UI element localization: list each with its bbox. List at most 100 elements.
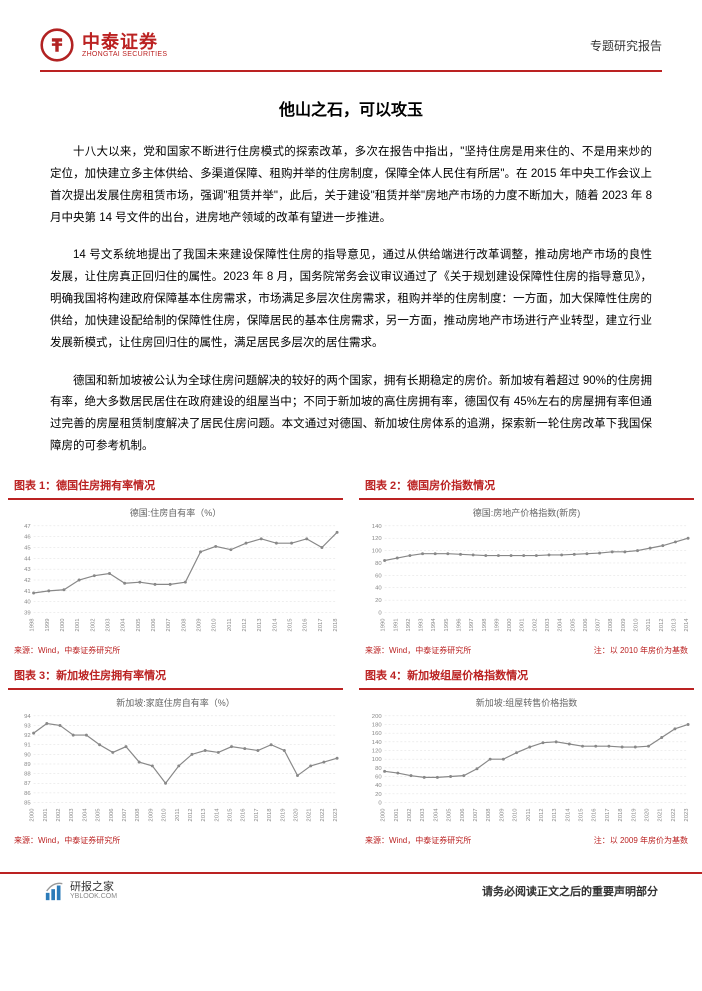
chart-3-svg: 8586878889909192939420002001200220032004…	[8, 711, 343, 831]
svg-text:44: 44	[24, 556, 31, 562]
brand-name-en: ZHONGTAI SECURITIES	[82, 51, 167, 58]
svg-text:2007: 2007	[596, 618, 602, 631]
svg-text:2015: 2015	[579, 808, 585, 822]
svg-text:2001: 2001	[75, 618, 81, 631]
svg-text:1995: 1995	[444, 618, 450, 632]
svg-text:2002: 2002	[532, 618, 538, 631]
chart-4-note: 注：以 2009 年房价为基数	[594, 835, 688, 846]
svg-text:88: 88	[24, 772, 31, 778]
svg-text:2012: 2012	[188, 808, 194, 821]
svg-text:2006: 2006	[460, 808, 466, 822]
svg-text:1998: 1998	[482, 618, 488, 632]
chart-4-source: 来源：Wind，中泰证券研究所	[365, 835, 471, 846]
svg-text:2003: 2003	[105, 618, 111, 632]
svg-text:2001: 2001	[43, 808, 49, 821]
svg-text:2002: 2002	[407, 808, 413, 821]
svg-text:2000: 2000	[507, 618, 513, 632]
svg-text:2010: 2010	[634, 618, 640, 632]
svg-text:2008: 2008	[608, 618, 614, 632]
chart-3-source: 来源：Wind，中泰证券研究所	[14, 835, 120, 846]
main-title: 他山之石，可以攻玉	[40, 96, 662, 120]
chart-1-svg: 3940414243444546471998199920002001200220…	[8, 521, 343, 641]
svg-text:2016: 2016	[241, 808, 247, 822]
svg-text:2008: 2008	[135, 808, 141, 822]
svg-text:2021: 2021	[307, 808, 313, 821]
chart-2-title: 图表 2：德国房价指数情况	[365, 480, 495, 492]
svg-text:2007: 2007	[122, 808, 128, 821]
svg-text:45: 45	[24, 545, 31, 551]
page-footer: 研报之家 YBLOOK.COM 请务必阅读正文之后的重要声明部分	[40, 880, 662, 902]
svg-text:2022: 2022	[320, 808, 326, 821]
yanbao-en: YBLOOK.COM	[70, 893, 117, 900]
svg-text:2012: 2012	[659, 618, 665, 631]
chart-1-title: 图表 1：德国住房拥有率情况	[14, 480, 155, 492]
svg-text:2003: 2003	[545, 618, 551, 632]
svg-text:2004: 2004	[121, 618, 127, 632]
svg-text:2009: 2009	[148, 808, 154, 821]
disclaimer: 请务必阅读正文之后的重要声明部分	[482, 883, 658, 899]
svg-text:2023: 2023	[684, 808, 690, 822]
svg-text:2022: 2022	[671, 808, 677, 821]
svg-text:2000: 2000	[60, 618, 66, 632]
svg-text:0: 0	[378, 800, 382, 806]
chart-1: 图表 1：德国住房拥有率情况 德国:住房自有率（%） 3940414243444…	[0, 474, 351, 664]
svg-text:2009: 2009	[621, 618, 627, 631]
svg-text:2023: 2023	[333, 808, 339, 822]
svg-text:2013: 2013	[671, 618, 677, 632]
svg-text:2018: 2018	[267, 808, 273, 822]
svg-text:2004: 2004	[558, 618, 564, 632]
svg-text:2011: 2011	[526, 808, 532, 821]
svg-text:2014: 2014	[214, 808, 220, 822]
svg-text:180: 180	[372, 722, 383, 728]
svg-text:2008: 2008	[486, 808, 492, 822]
svg-text:2015: 2015	[228, 808, 234, 822]
svg-text:2020: 2020	[294, 808, 300, 822]
svg-text:1994: 1994	[431, 618, 437, 632]
svg-text:47: 47	[24, 524, 31, 530]
charts-grid: 图表 1：德国住房拥有率情况 德国:住房自有率（%） 3940414243444…	[0, 474, 702, 854]
svg-text:140: 140	[372, 524, 383, 530]
svg-text:2019: 2019	[631, 808, 637, 821]
chart-3-subtitle: 新加坡:家庭住房自有率（%）	[8, 696, 343, 709]
svg-text:1997: 1997	[469, 618, 475, 631]
svg-text:2009: 2009	[499, 808, 505, 821]
svg-text:2005: 2005	[96, 808, 102, 822]
svg-text:2018: 2018	[618, 808, 624, 822]
svg-text:2005: 2005	[570, 618, 576, 632]
svg-text:93: 93	[24, 723, 31, 729]
svg-text:2013: 2013	[201, 808, 207, 822]
svg-text:1999: 1999	[494, 618, 500, 631]
svg-text:86: 86	[24, 791, 31, 797]
svg-text:20: 20	[375, 792, 382, 798]
svg-text:2009: 2009	[197, 618, 203, 631]
svg-text:2007: 2007	[473, 808, 479, 821]
chart-3: 图表 3：新加坡住房拥有率情况 新加坡:家庭住房自有率（%） 858687888…	[0, 664, 351, 854]
svg-text:41: 41	[24, 589, 31, 595]
paragraph-2: 14 号文系统地提出了我国未来建设保障性住房的指导意见，通过从供给端进行改革调整…	[50, 245, 652, 354]
svg-text:2017: 2017	[254, 808, 260, 821]
chart-4-svg: 0204060801001201401601802002000200120022…	[359, 711, 694, 831]
svg-text:92: 92	[24, 733, 31, 739]
svg-text:43: 43	[24, 567, 31, 573]
chart-2-svg: 0204060801001201401990199119921993199419…	[359, 521, 694, 641]
svg-text:2003: 2003	[420, 808, 426, 822]
yanbao-logo: 研报之家 YBLOOK.COM	[44, 880, 117, 902]
svg-text:160: 160	[372, 731, 383, 737]
page-header: 中泰证券 ZHONGTAI SECURITIES 专题研究报告	[40, 28, 662, 72]
svg-text:2012: 2012	[539, 808, 545, 821]
svg-text:2006: 2006	[151, 618, 157, 632]
svg-text:42: 42	[24, 578, 31, 584]
svg-text:2019: 2019	[280, 808, 286, 821]
svg-text:2013: 2013	[257, 618, 263, 632]
svg-text:2001: 2001	[520, 618, 526, 631]
svg-text:2012: 2012	[242, 618, 248, 631]
svg-text:39: 39	[24, 610, 31, 616]
svg-text:2005: 2005	[136, 618, 142, 632]
svg-text:2010: 2010	[513, 808, 519, 822]
svg-text:60: 60	[375, 774, 382, 780]
svg-text:2000: 2000	[381, 808, 387, 822]
svg-text:1998: 1998	[30, 618, 36, 632]
chart-4-subtitle: 新加坡:组屋转售价格指数	[359, 696, 694, 709]
chart-2-subtitle: 德国:房地产价格指数(新房)	[359, 506, 694, 519]
svg-text:60: 60	[375, 573, 382, 579]
